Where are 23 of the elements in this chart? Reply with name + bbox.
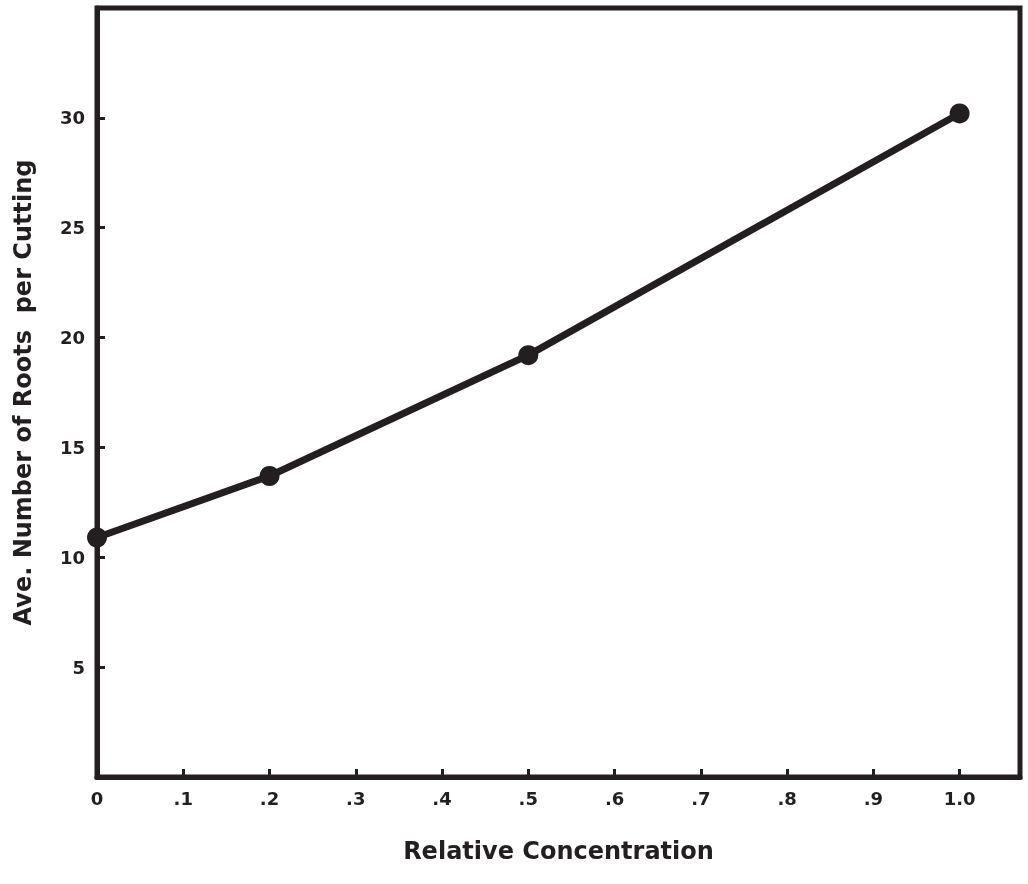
point xyxy=(518,345,539,366)
x-tick-label: .2 xyxy=(259,787,280,809)
x-tick-label: .8 xyxy=(777,787,797,809)
y-tick-label: 25 xyxy=(59,217,85,239)
x-axis-title: Relative Concentration xyxy=(403,837,714,865)
point xyxy=(87,527,107,548)
y-tick-label: 10 xyxy=(59,546,85,568)
y-axis-title: Ave. Number of Roots per Cutting xyxy=(9,159,37,626)
x-tick-label: .3 xyxy=(346,787,366,809)
y-tick-label: 20 xyxy=(59,327,85,349)
x-tick-label: 0 xyxy=(90,787,104,809)
x-tick-label: .6 xyxy=(604,787,625,809)
point xyxy=(259,466,280,486)
x-tick-label: .4 xyxy=(432,787,452,809)
x-tick-label: 1.0 xyxy=(943,787,976,809)
x-tick-label: .9 xyxy=(863,787,884,809)
y-tick-label: 5 xyxy=(72,656,85,678)
y-tick-label: 30 xyxy=(59,107,85,129)
x-tick-label: .1 xyxy=(173,787,193,809)
y-tick-label: 15 xyxy=(59,436,85,458)
x-tick-label: .5 xyxy=(518,787,538,809)
x-tick-label: .7 xyxy=(691,787,711,809)
point xyxy=(949,103,970,124)
